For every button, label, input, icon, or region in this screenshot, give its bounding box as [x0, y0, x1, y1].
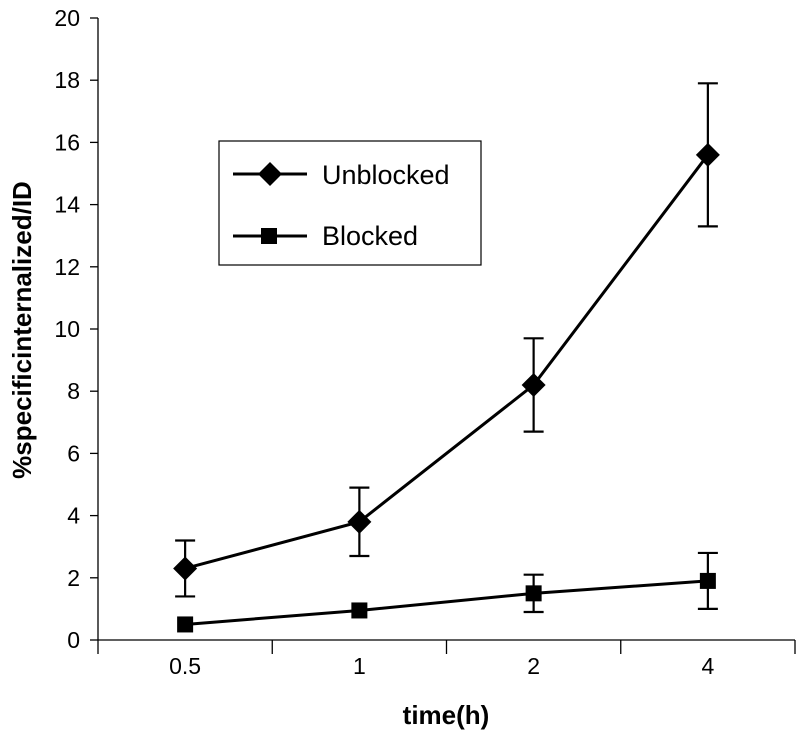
- y-tick-label: 16: [54, 129, 80, 155]
- y-axis-title: %specificinternalized/ID: [7, 181, 37, 479]
- y-tick-label: 2: [67, 565, 80, 591]
- legend-marker-unblocked: [258, 162, 282, 186]
- data-point: [521, 372, 546, 397]
- y-tick-label: 12: [54, 254, 80, 280]
- x-tick-label: 4: [701, 653, 714, 679]
- y-tick-label: 8: [67, 378, 80, 404]
- series-layer: [173, 82, 720, 633]
- x-axis-ticks: 0.5 1 2 4: [97, 640, 796, 679]
- y-axis-ticks: 0 2 4 6 8 10 12 14 16 18 20: [54, 5, 98, 653]
- x-tick-label: 2: [527, 653, 540, 679]
- x-tick-label: 0.5: [169, 653, 201, 679]
- data-point: [173, 556, 198, 581]
- data-point: [351, 602, 368, 619]
- data-point: [699, 572, 716, 589]
- y-tick-label: 18: [54, 67, 80, 93]
- legend-marker-blocked: [261, 228, 277, 244]
- data-point: [177, 616, 194, 633]
- x-axis-title: time(h): [403, 700, 490, 730]
- data-point: [695, 142, 720, 167]
- data-point: [525, 585, 542, 602]
- y-tick-label: 20: [54, 5, 80, 31]
- y-tick-label: 0: [67, 627, 80, 653]
- series-unblocked: [173, 82, 720, 598]
- legend: Unblocked Blocked: [218, 140, 482, 266]
- series-line: [185, 579, 708, 626]
- y-tick-label: 14: [54, 192, 80, 218]
- x-tick-label: 1: [353, 653, 366, 679]
- y-tick-label: 4: [67, 503, 80, 529]
- data-point: [347, 509, 372, 534]
- y-tick-label: 6: [67, 440, 80, 466]
- legend-label-blocked: Blocked: [322, 221, 418, 251]
- y-tick-label: 10: [54, 316, 80, 342]
- legend-box: [218, 140, 482, 266]
- axes: [97, 18, 795, 641]
- legend-label-unblocked: Unblocked: [322, 160, 450, 190]
- series-line: [184, 153, 710, 570]
- series-blocked: [177, 551, 718, 633]
